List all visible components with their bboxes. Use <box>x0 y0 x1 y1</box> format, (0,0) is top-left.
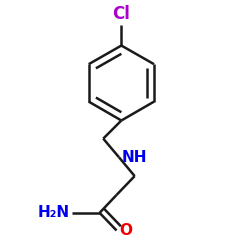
Text: O: O <box>119 223 132 238</box>
Text: Cl: Cl <box>112 4 130 22</box>
Text: H₂N: H₂N <box>37 205 70 220</box>
Text: NH: NH <box>121 150 147 165</box>
